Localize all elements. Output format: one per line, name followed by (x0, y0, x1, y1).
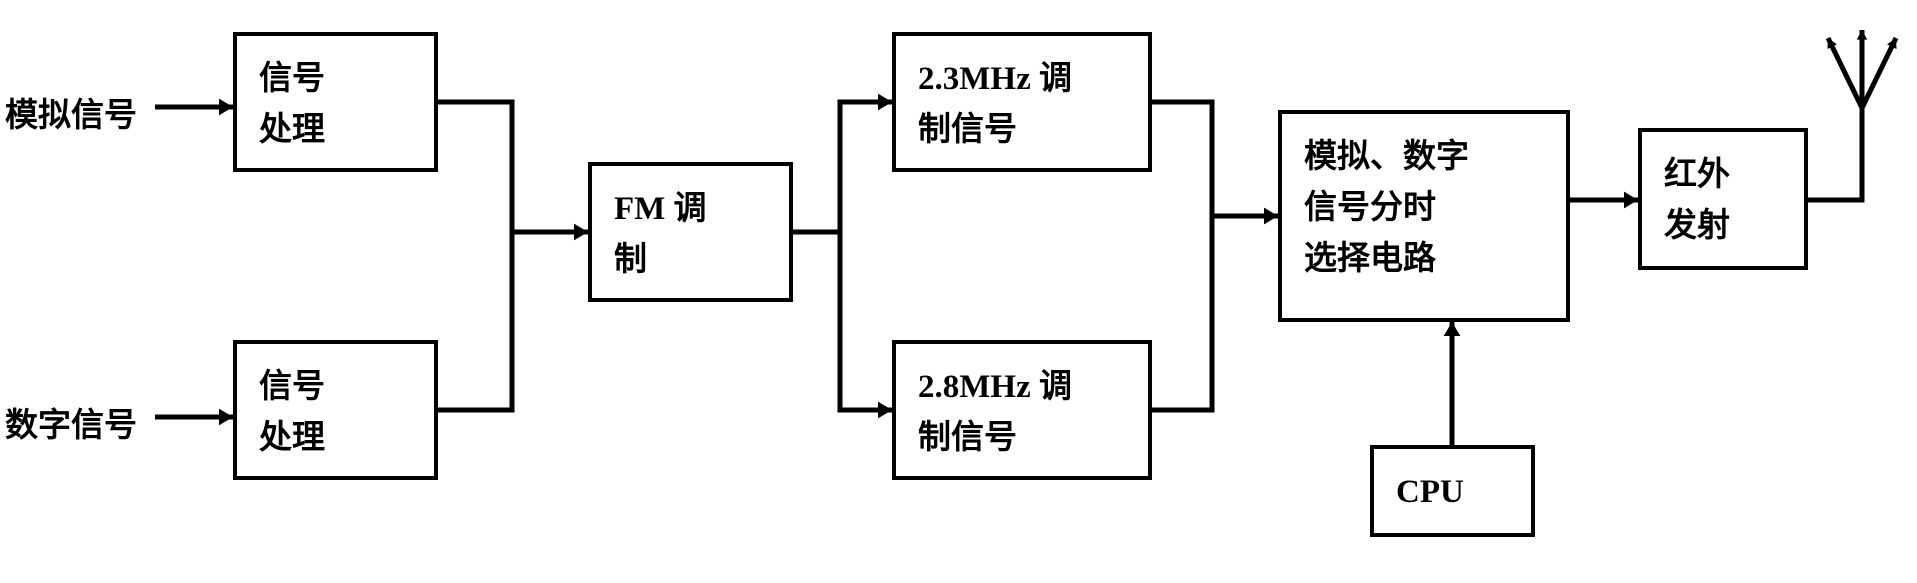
block-diagram: 模拟信号 数字信号 信号 处理 信号 处理 FM 调 制 2.3MHz 调 制信… (0, 0, 1917, 583)
mod-23mhz-box: 2.3MHz 调 制信号 (892, 32, 1152, 172)
digital-input-label: 数字信号 (5, 398, 137, 446)
ir-transmit-box: 红外 发射 (1638, 128, 1808, 270)
signal-processing-2-box: 信号 处理 (233, 340, 438, 480)
signal-select-circuit-box: 模拟、数字 信号分时 选择电路 (1278, 110, 1570, 322)
mod-28mhz-box: 2.8MHz 调 制信号 (892, 340, 1152, 480)
cpu-box: CPU (1370, 445, 1535, 537)
fm-modulation-box: FM 调 制 (588, 162, 793, 302)
signal-processing-1-box: 信号 处理 (233, 32, 438, 172)
analog-input-label: 模拟信号 (5, 88, 137, 136)
